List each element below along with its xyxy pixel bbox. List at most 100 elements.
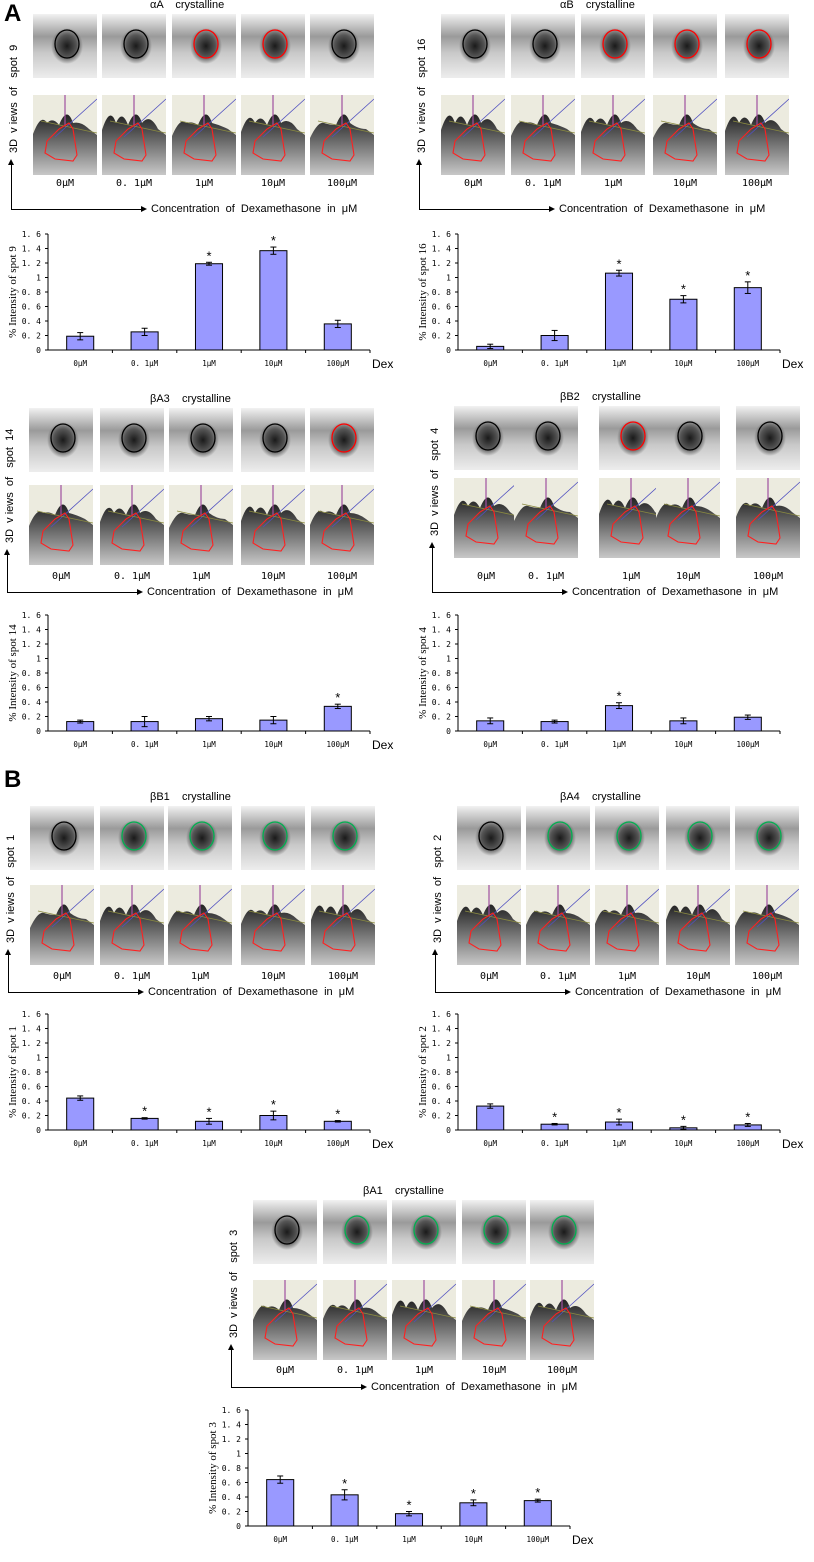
x-tick-label: 1μM bbox=[202, 359, 216, 368]
concentration-label: 100μM bbox=[546, 1365, 578, 1376]
concentration-label: 1μM bbox=[617, 971, 637, 982]
concentration-label: 0. 1μM bbox=[113, 571, 151, 582]
gel-image bbox=[311, 806, 375, 870]
spot-marker-decreased bbox=[344, 1215, 370, 1245]
y-tick-label: 1. 4 bbox=[432, 626, 451, 635]
concentration-label: 0. 1μM bbox=[527, 571, 565, 582]
y-tick-label: 1. 2 bbox=[432, 1039, 451, 1048]
significance-star: * bbox=[206, 248, 211, 263]
concentration-axis-caption: Concentration of Dexamethasone in μM bbox=[147, 586, 354, 598]
spot-marker-control bbox=[123, 29, 149, 59]
3d-view-image bbox=[392, 1280, 456, 1360]
3d-view-image bbox=[253, 1280, 317, 1360]
3d-view-image bbox=[29, 485, 93, 565]
concentration-axis-caption: Concentration of Dexamethasone in μM bbox=[559, 203, 766, 215]
spot-marker-decreased bbox=[756, 821, 782, 851]
x-axis-label: Dex bbox=[782, 1137, 803, 1151]
y-tick-label: 0 bbox=[236, 1522, 241, 1531]
x-tick-label: 10μM bbox=[464, 1535, 483, 1544]
arrowhead-up-icon bbox=[228, 1344, 234, 1350]
bar bbox=[476, 1105, 505, 1131]
x-axis-label: Dex bbox=[782, 357, 803, 371]
protein-title: βA3 crystalline bbox=[150, 393, 231, 405]
y-axis-label: % Intensity of spot 4 bbox=[417, 627, 429, 719]
concentration-label: 100μM bbox=[326, 178, 358, 189]
x-tick-label: 0. 1μM bbox=[131, 359, 159, 368]
spot-marker-increased bbox=[262, 29, 288, 59]
y-tick-label: 0 bbox=[446, 1126, 451, 1135]
significance-star: * bbox=[335, 1107, 340, 1122]
y-tick-label: 1. 2 bbox=[22, 259, 41, 268]
3d-view-image bbox=[311, 885, 375, 965]
x-tick-label: 0. 1μM bbox=[131, 1139, 159, 1148]
spot-marker-control bbox=[51, 821, 77, 851]
3d-view-image bbox=[511, 95, 575, 175]
gel-image bbox=[454, 406, 518, 470]
gel-image bbox=[30, 806, 94, 870]
spot-marker-increased bbox=[620, 421, 646, 451]
3d-view-image bbox=[168, 885, 232, 965]
y-tick-label: 0 bbox=[36, 1126, 41, 1135]
y-tick-label: 1. 6 bbox=[432, 1010, 451, 1019]
y-tick-label: 1 bbox=[446, 274, 451, 283]
x-tick-label: 0. 1μM bbox=[541, 1139, 569, 1148]
y-arrow bbox=[231, 1350, 232, 1387]
bar bbox=[323, 1120, 352, 1131]
bar bbox=[194, 263, 224, 351]
3d-view-image bbox=[530, 1280, 594, 1360]
significance-star: * bbox=[271, 233, 276, 248]
y-tick-label: 1 bbox=[236, 1450, 241, 1459]
block-bB1: βB1 crystalline 3D v iews of spot 1 0μM 0. … bbox=[0, 770, 404, 1162]
bar-chart: % Intensity of spot 1 0 0. 2 0. 4 0. 6 0. 8 1 1… bbox=[0, 1002, 404, 1157]
y-tick-label: 0. 4 bbox=[432, 317, 451, 326]
concentration-label: 0μM bbox=[52, 971, 72, 982]
gel-image bbox=[457, 806, 521, 870]
y-tick-label: 1. 4 bbox=[22, 245, 41, 254]
y-tick-label: 1. 2 bbox=[222, 1435, 241, 1444]
arrowhead-up-icon bbox=[5, 949, 11, 955]
protein-title: βA4 crystalline bbox=[560, 791, 641, 803]
concentration-label: 0μM bbox=[479, 971, 499, 982]
block-bA4: βA4 crystalline 3D v iews of spot 2 0μM 0. … bbox=[410, 770, 814, 1162]
x-axis-label: Dex bbox=[372, 357, 393, 371]
x-tick-label: 1μM bbox=[202, 740, 216, 749]
x-tick-label: 1μM bbox=[202, 1139, 216, 1148]
gel-image bbox=[33, 14, 97, 78]
gel-image bbox=[653, 14, 717, 78]
x-tick-label: 0μM bbox=[73, 740, 87, 749]
bar bbox=[130, 1117, 159, 1131]
3d-view-image bbox=[595, 885, 659, 965]
y-tick-label: 0. 8 bbox=[432, 288, 451, 297]
block-bA3: βA3 crystalline 3D v iews of spot 14 0μM 0.… bbox=[0, 378, 404, 770]
y-tick-label: 1. 2 bbox=[432, 640, 451, 649]
x-tick-label: 10μM bbox=[264, 359, 283, 368]
concentration-label: 1μM bbox=[603, 178, 623, 189]
concentration-label: 0μM bbox=[55, 178, 75, 189]
block-aA: αA crystalline 3D v iews of spot 9 0μM 0. 1… bbox=[0, 0, 404, 392]
y-tick-label: 0. 2 bbox=[432, 332, 451, 341]
y-tick-label: 0. 4 bbox=[22, 1097, 41, 1106]
y-tick-label: 1 bbox=[36, 655, 41, 664]
y-tick-label: 1. 6 bbox=[22, 611, 41, 620]
x-tick-label: 10μM bbox=[674, 359, 693, 368]
gel-image bbox=[526, 806, 590, 870]
y-tick-label: 0. 2 bbox=[22, 1112, 41, 1121]
spot-3d-label: 3D v iews of spot 2 bbox=[432, 834, 444, 943]
3d-view-image bbox=[241, 485, 305, 565]
gel-image bbox=[102, 14, 166, 78]
x-tick-label: 100μM bbox=[527, 1535, 550, 1544]
significance-star: * bbox=[681, 282, 686, 297]
y-tick-label: 0. 4 bbox=[22, 317, 41, 326]
significance-star: * bbox=[206, 1104, 211, 1119]
concentration-label: 10μM bbox=[481, 1365, 507, 1376]
y-tick-label: 0. 6 bbox=[22, 1083, 41, 1092]
x-tick-label: 10μM bbox=[674, 1139, 693, 1148]
y-tick-label: 0. 4 bbox=[432, 698, 451, 707]
y-tick-label: 1. 6 bbox=[22, 1010, 41, 1019]
spot-marker-decreased bbox=[687, 821, 713, 851]
concentration-label: 10μM bbox=[685, 971, 711, 982]
spot-3d-label: 3D v iews of spot 14 bbox=[4, 428, 16, 543]
y-arrow bbox=[8, 955, 9, 992]
y-tick-label: 0. 2 bbox=[222, 1508, 241, 1517]
x-tick-label: 100μM bbox=[327, 740, 350, 749]
